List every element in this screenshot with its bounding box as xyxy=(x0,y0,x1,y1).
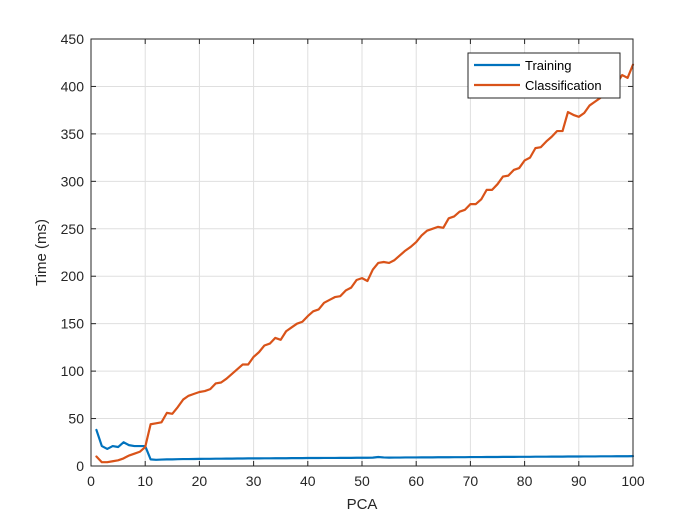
x-tick-label: 0 xyxy=(87,473,95,489)
x-tick-label: 10 xyxy=(137,473,153,489)
axis-ticks: 0 10 20 30 40 50 60 70 80 90 100 0 50 100 150 200 250 300… xyxy=(61,31,645,489)
legend-box xyxy=(467,52,621,99)
series-lines xyxy=(95,63,635,464)
y-tick-label: 200 xyxy=(61,268,85,284)
x-tick-label: 90 xyxy=(571,473,587,489)
x-tick-label: 50 xyxy=(354,473,370,489)
x-tick-label: 80 xyxy=(517,473,533,489)
y-tick-label: 0 xyxy=(76,458,84,474)
y-tick-label: 150 xyxy=(61,316,85,332)
legend-label-classification: Classification xyxy=(525,78,602,93)
x-tick-label: 20 xyxy=(192,473,208,489)
y-tick-label: 250 xyxy=(61,221,85,237)
y-tick-label: 350 xyxy=(61,126,85,142)
legend-label-training: Training xyxy=(525,58,571,73)
x-tick-label: 70 xyxy=(463,473,479,489)
y-tick-label: 300 xyxy=(61,173,85,189)
x-axis-label: PCA xyxy=(347,496,378,513)
y-tick-label: 50 xyxy=(68,411,84,427)
x-tick-label: 60 xyxy=(408,473,424,489)
x-tick-label: 100 xyxy=(621,473,645,489)
x-tick-label: 40 xyxy=(300,473,316,489)
y-tick-label: 450 xyxy=(61,31,85,47)
x-tick-label: 30 xyxy=(246,473,262,489)
legend: Training Classification xyxy=(467,52,621,99)
y-tick-label: 400 xyxy=(61,78,85,94)
y-tick-label: 100 xyxy=(61,363,85,379)
series-line-classification xyxy=(95,63,635,464)
y-axis-label: Time (ms) xyxy=(33,219,50,286)
series-line-training xyxy=(95,428,635,461)
